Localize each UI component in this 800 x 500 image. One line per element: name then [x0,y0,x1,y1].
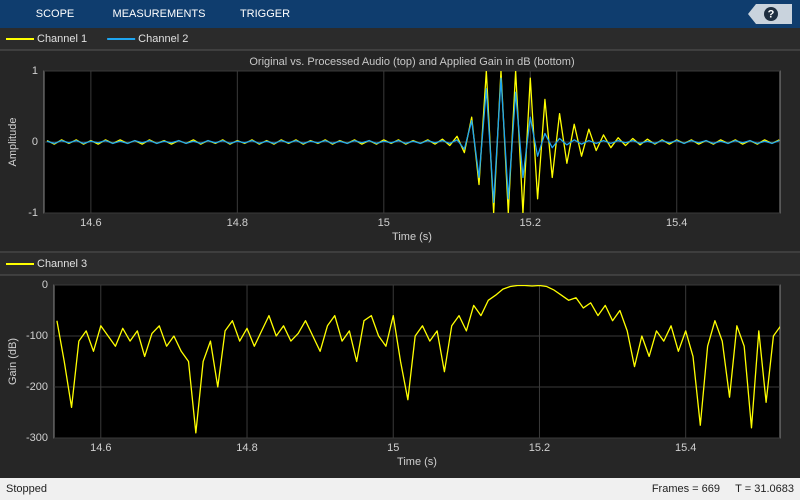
help-icon [764,7,778,21]
x-tick-label: 14.6 [80,217,101,229]
x-tick-label: 15.2 [520,217,541,229]
y-tick-label: 0 [32,136,38,148]
x-tick-label: 14.8 [227,217,248,229]
toolbar [0,0,800,28]
x-tick-label: 15 [387,442,399,454]
legend-label: Channel 1 [37,33,87,45]
tab[interactable]: SCOPE [36,8,75,20]
status-state: Stopped [6,483,47,495]
x-tick-label: 15.2 [529,442,550,454]
y-tick-label: -200 [26,381,48,393]
tab[interactable]: MEASUREMENTS [113,8,206,20]
data-line [56,285,780,434]
y-axis-label: Amplitude [7,118,19,167]
status-frames: Frames = 669 [652,483,720,495]
y-tick-label: -100 [26,330,48,342]
series-group [46,71,780,213]
x-axis-label: Time (s) [392,231,432,243]
status-bar [0,478,800,500]
plot-area [53,284,781,439]
help-text[interactable]: ? [768,8,775,20]
tab[interactable]: TRIGGER [240,8,290,20]
data-line [46,77,780,203]
legend-label: Channel 3 [37,258,87,270]
chart-title: Original vs. Processed Audio (top) and A… [249,56,574,68]
x-tick-label: 14.6 [90,442,111,454]
legend-bar [0,253,800,275]
x-tick-label: 14.8 [236,442,257,454]
legend-bar [0,28,800,50]
y-tick-label: -1 [28,207,38,219]
y-axis-label: Gain (dB) [7,338,19,385]
series-group [56,285,780,434]
y-tick-label: -300 [26,432,48,444]
x-tick-label: 15 [378,217,390,229]
legend-label: Channel 2 [138,33,188,45]
y-tick-label: 1 [32,65,38,77]
y-tick-label: 0 [42,279,48,291]
x-tick-label: 15.4 [666,217,687,229]
x-axis-label: Time (s) [397,456,437,468]
x-tick-label: 15.4 [675,442,696,454]
status-time: T = 31.0683 [735,483,794,495]
